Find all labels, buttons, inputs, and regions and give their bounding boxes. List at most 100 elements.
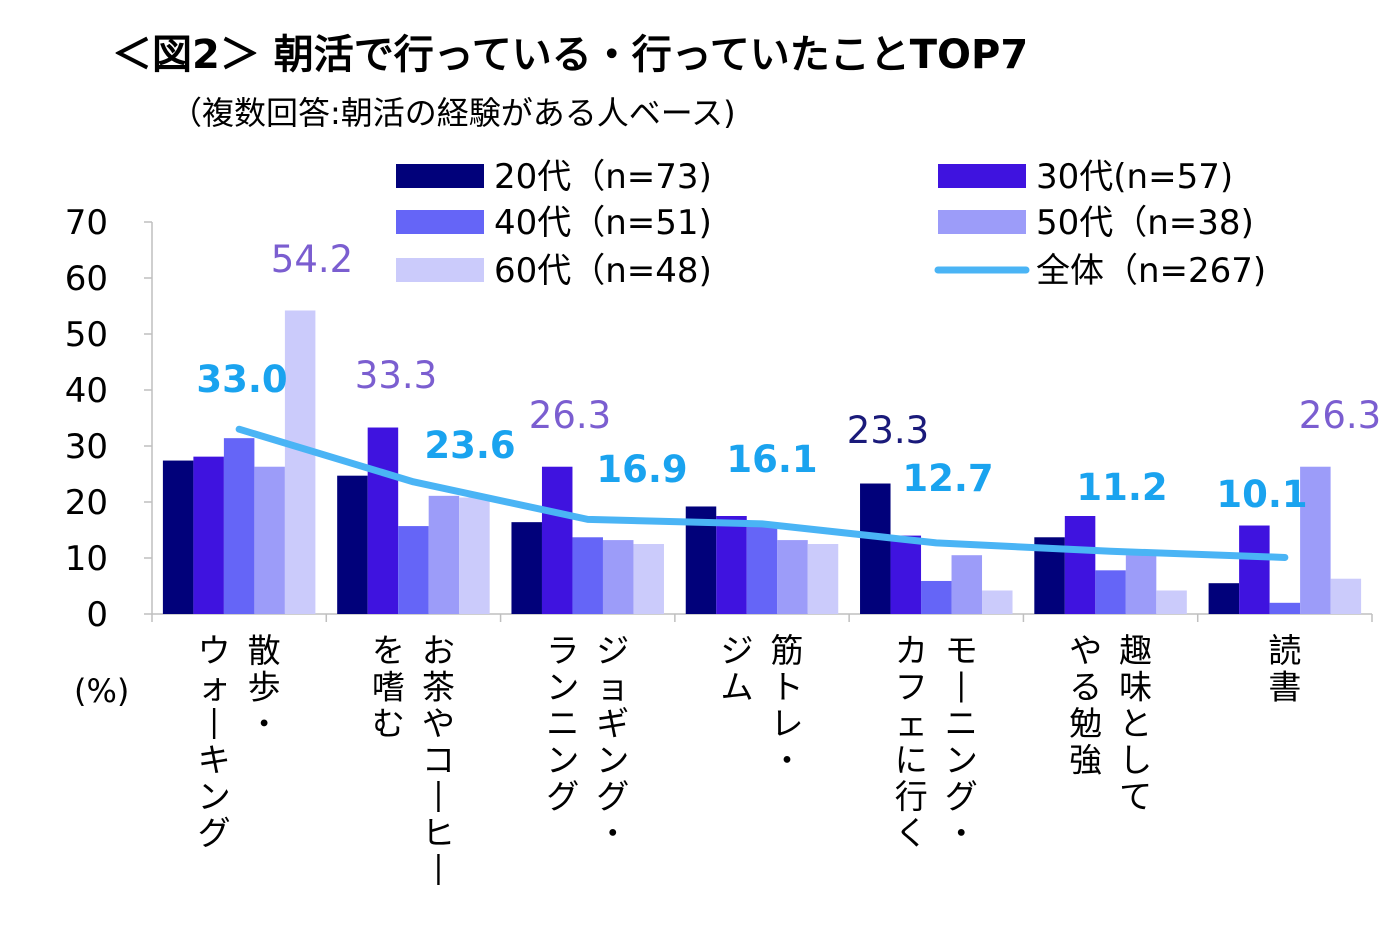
bar-data-label: 23.3 — [847, 409, 929, 452]
category-label-char: 読 — [1268, 631, 1301, 670]
total-data-label: 11.2 — [1076, 466, 1167, 509]
category-label-char: グ — [945, 777, 978, 816]
category-label-char: ェ — [895, 704, 928, 743]
bar — [1330, 578, 1362, 614]
bar — [398, 526, 429, 614]
bar — [162, 460, 194, 614]
category-label-char: ト — [771, 668, 804, 707]
category-label-char: ・ — [248, 705, 280, 743]
bar — [1208, 583, 1240, 614]
bar — [459, 497, 490, 614]
category-label-char: に — [895, 741, 928, 780]
bar — [860, 483, 891, 614]
bar — [572, 537, 603, 614]
y-tick-label: 40 — [65, 371, 108, 411]
category-label-char: ン — [546, 741, 579, 780]
y-tick-label: 20 — [65, 483, 108, 523]
bar — [633, 544, 664, 614]
bar — [1095, 570, 1126, 614]
category-label-char: 趣 — [1119, 631, 1152, 670]
bar — [716, 516, 747, 614]
category-label-char: ウ — [198, 631, 231, 670]
chart-subtitle: （複数回答:朝活の経験がある人ベース) — [170, 94, 736, 132]
category-label-char: ョ — [596, 668, 629, 707]
legend-label: 40代（n=51) — [494, 203, 712, 243]
bar — [337, 475, 368, 614]
bar — [1156, 590, 1187, 614]
bar — [193, 456, 224, 614]
category-label-char: 強 — [1069, 741, 1102, 780]
y-tick-label: 10 — [65, 539, 108, 579]
total-data-label: 12.7 — [902, 457, 993, 500]
category-label-char: ニ — [546, 704, 579, 743]
category-label-char: 筋 — [771, 631, 804, 670]
category-label-char: く — [895, 814, 928, 853]
category-label-char: 茶 — [422, 668, 455, 707]
category-label-char: フ — [895, 668, 928, 707]
category-label-char: ラ — [546, 631, 579, 670]
legend-label: 50代（n=38) — [1036, 203, 1254, 243]
category-label-char: ・ — [597, 815, 629, 853]
bar — [982, 590, 1013, 614]
legend-swatch — [938, 210, 1026, 234]
bar — [602, 540, 634, 614]
bar — [511, 522, 542, 614]
chart-title: ＜図2＞ 朝活で行っている・行っていたことTOP7 — [112, 32, 1029, 78]
legend-swatch — [396, 258, 484, 282]
y-tick-label: 0 — [86, 595, 108, 635]
total-line — [235, 425, 1289, 561]
y-tick-label: 70 — [65, 203, 108, 243]
bar — [223, 438, 255, 614]
unit-label: (%) — [74, 672, 130, 710]
bar-data-label: 26.3 — [529, 394, 611, 437]
category-label-char: ン — [546, 668, 579, 707]
bar-data-label: 26.3 — [1299, 394, 1381, 437]
category-label-char: ギ — [596, 704, 629, 743]
category-label-char: キ — [198, 741, 231, 780]
legend-label: 30代(n=57) — [1036, 157, 1233, 197]
bar — [807, 544, 839, 614]
legend-label: 全体（n=267) — [1036, 251, 1266, 291]
total-data-label: 23.6 — [424, 424, 515, 467]
category-label-char: ン — [945, 741, 978, 780]
bar — [1125, 555, 1157, 614]
category-label-char: ジ — [596, 631, 629, 670]
bar — [1269, 602, 1301, 614]
total-data-label: 10.1 — [1216, 473, 1307, 516]
category-label-char: 行 — [895, 777, 928, 816]
category-label-char: グ — [596, 777, 629, 816]
legend-label: 60代（n=48) — [494, 251, 712, 291]
category-label-char: て — [1119, 777, 1152, 816]
category-label-char: 歩 — [248, 668, 281, 707]
bar — [254, 466, 285, 614]
category-label-char: と — [1119, 704, 1152, 743]
category-label-char: カ — [895, 631, 928, 670]
category-label-char: ・ — [945, 815, 977, 853]
legend-swatch — [938, 164, 1026, 188]
bar — [890, 535, 922, 614]
y-tick-label: 30 — [65, 427, 108, 467]
bar — [1239, 525, 1270, 614]
category-label-char: 嗜 — [372, 668, 405, 707]
total-data-label: 16.9 — [596, 448, 687, 491]
total-data-label: 16.1 — [726, 438, 817, 481]
bar — [746, 526, 778, 614]
bar — [428, 495, 460, 614]
category-label-char: む — [372, 704, 405, 743]
category-label-char: ヒ — [422, 814, 455, 853]
category-label-char: コ — [422, 741, 455, 780]
category-label-char: る — [1069, 668, 1102, 707]
bar-data-label: 33.3 — [355, 354, 437, 397]
category-label-char: や — [1069, 631, 1102, 670]
category-label-char: グ — [546, 777, 579, 816]
bar — [1064, 516, 1096, 614]
category-label-char: レ — [771, 704, 804, 743]
bar — [777, 540, 808, 614]
category-label-char: モ — [945, 631, 978, 670]
category-label-char: ン — [198, 777, 231, 816]
total-data-label: 33.0 — [196, 358, 287, 401]
bar — [921, 580, 952, 614]
category-label-char: や — [422, 704, 455, 743]
legend-swatch — [396, 164, 484, 188]
